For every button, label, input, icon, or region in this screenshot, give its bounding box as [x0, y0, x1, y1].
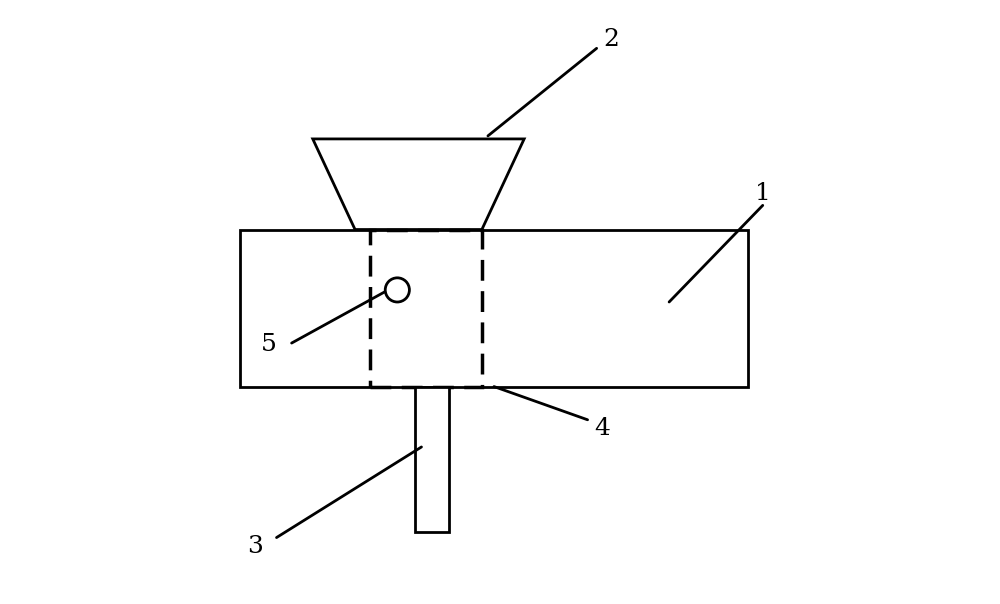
Circle shape: [385, 278, 409, 302]
Text: 2: 2: [604, 28, 620, 51]
Text: 5: 5: [261, 333, 277, 356]
Text: 1: 1: [755, 182, 771, 205]
Bar: [370, 230, 482, 387]
Bar: [240, 230, 748, 387]
Text: 4: 4: [595, 417, 611, 440]
Bar: [415, 387, 449, 532]
Text: 3: 3: [247, 535, 263, 558]
Polygon shape: [313, 139, 524, 230]
